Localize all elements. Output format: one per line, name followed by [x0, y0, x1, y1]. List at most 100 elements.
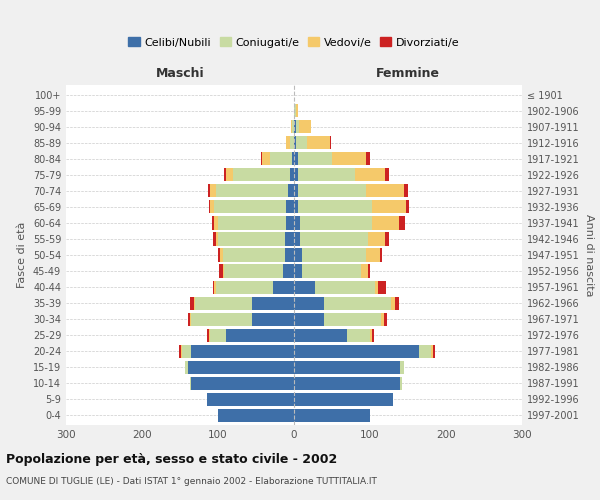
Bar: [366, 248, 380, 262]
Bar: [366, 152, 370, 166]
Bar: [194, 296, 195, 310]
Bar: [209, 328, 211, 342]
Bar: [400, 376, 402, 390]
Bar: [325, 312, 382, 326]
Bar: [208, 184, 209, 198]
Bar: [226, 168, 233, 181]
Bar: [300, 232, 368, 245]
Bar: [404, 184, 408, 198]
Bar: [294, 216, 300, 230]
Bar: [325, 296, 391, 310]
Bar: [294, 168, 298, 181]
Bar: [315, 280, 374, 293]
Bar: [368, 264, 370, 278]
Bar: [383, 312, 388, 326]
Bar: [181, 344, 182, 358]
Bar: [300, 216, 372, 230]
Bar: [191, 344, 294, 358]
Bar: [294, 248, 302, 262]
Bar: [188, 312, 190, 326]
Bar: [291, 120, 292, 134]
Text: Maschi: Maschi: [155, 67, 205, 80]
Bar: [209, 200, 211, 213]
Text: Popolazione per età, sesso e stato civile - 2002: Popolazione per età, sesso e stato civil…: [6, 452, 337, 466]
Bar: [296, 104, 298, 117]
Bar: [294, 393, 393, 406]
Bar: [285, 248, 294, 262]
Bar: [190, 376, 191, 390]
Bar: [382, 312, 383, 326]
Bar: [374, 280, 379, 293]
Bar: [260, 152, 262, 166]
Bar: [294, 184, 298, 198]
Bar: [219, 264, 223, 278]
Bar: [216, 184, 288, 198]
Bar: [191, 376, 294, 390]
Bar: [379, 280, 386, 293]
Bar: [294, 152, 298, 166]
Text: COMUNE DI TUGLIE (LE) - Dati ISTAT 1° gennaio 2002 - Elaborazione TUTTITALIA.IT: COMUNE DI TUGLIE (LE) - Dati ISTAT 1° ge…: [6, 478, 377, 486]
Bar: [292, 120, 294, 134]
Bar: [298, 152, 332, 166]
Bar: [294, 280, 315, 293]
Bar: [220, 248, 223, 262]
Bar: [233, 168, 290, 181]
Bar: [273, 280, 294, 293]
Bar: [372, 200, 406, 213]
Bar: [385, 232, 389, 245]
Bar: [298, 168, 355, 181]
Bar: [206, 393, 294, 406]
Bar: [286, 200, 294, 213]
Bar: [216, 280, 273, 293]
Bar: [385, 168, 389, 181]
Bar: [380, 248, 382, 262]
Bar: [182, 344, 191, 358]
Bar: [294, 360, 400, 374]
Bar: [288, 184, 294, 198]
Bar: [218, 248, 220, 262]
Bar: [223, 264, 224, 278]
Legend: Celibi/Nubili, Coniugati/e, Vedovi/e, Divorziati/e: Celibi/Nubili, Coniugati/e, Vedovi/e, Di…: [124, 33, 464, 52]
Bar: [252, 296, 294, 310]
Bar: [294, 232, 300, 245]
Bar: [400, 360, 404, 374]
Bar: [218, 216, 286, 230]
Bar: [216, 232, 218, 245]
Bar: [179, 344, 181, 358]
Bar: [283, 264, 294, 278]
Y-axis label: Anni di nascita: Anni di nascita: [584, 214, 593, 296]
Bar: [368, 232, 385, 245]
Text: Femmine: Femmine: [376, 67, 440, 80]
Bar: [226, 328, 294, 342]
Bar: [370, 328, 372, 342]
Bar: [332, 152, 366, 166]
Bar: [355, 168, 385, 181]
Bar: [294, 312, 325, 326]
Bar: [224, 264, 283, 278]
Bar: [299, 120, 311, 134]
Bar: [214, 216, 218, 230]
Bar: [294, 296, 325, 310]
Bar: [218, 232, 285, 245]
Bar: [294, 376, 400, 390]
Bar: [223, 248, 285, 262]
Bar: [372, 328, 374, 342]
Bar: [185, 360, 188, 374]
Bar: [294, 344, 419, 358]
Bar: [209, 184, 216, 198]
Bar: [302, 264, 361, 278]
Bar: [212, 280, 214, 293]
Bar: [330, 136, 331, 149]
Bar: [399, 216, 405, 230]
Bar: [395, 296, 399, 310]
Bar: [285, 232, 294, 245]
Bar: [302, 248, 366, 262]
Bar: [391, 296, 395, 310]
Bar: [218, 409, 294, 422]
Bar: [361, 264, 368, 278]
Bar: [214, 232, 216, 245]
Bar: [294, 120, 296, 134]
Bar: [294, 136, 296, 149]
Bar: [307, 136, 330, 149]
Bar: [296, 120, 299, 134]
